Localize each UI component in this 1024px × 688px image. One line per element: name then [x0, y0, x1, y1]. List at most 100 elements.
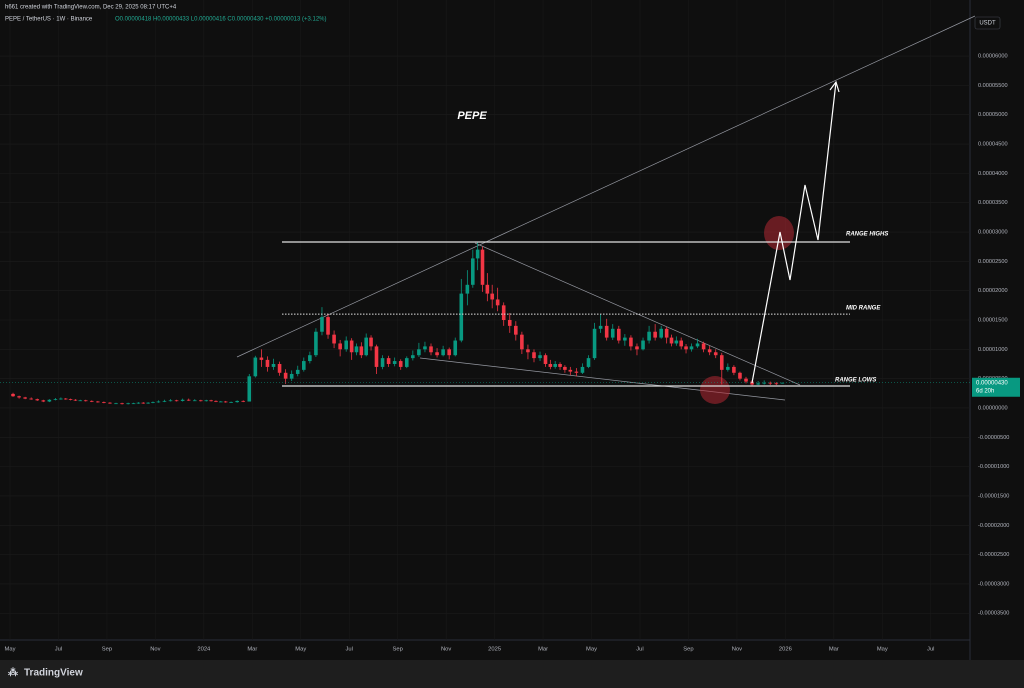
candle-body	[241, 400, 246, 402]
candle-body	[558, 363, 562, 367]
candle-body	[756, 383, 760, 385]
candle-body	[369, 337, 373, 347]
candle-body	[713, 352, 718, 356]
candle-body	[635, 346, 639, 350]
candle-body	[598, 325, 603, 329]
candle-body	[623, 337, 627, 341]
candle-body	[684, 346, 688, 350]
candle-body	[102, 402, 106, 403]
candle-body	[136, 402, 141, 404]
candle-body	[475, 249, 480, 259]
candle-body	[417, 349, 421, 356]
candle-body	[47, 399, 52, 402]
currency-box[interactable]	[974, 16, 1001, 30]
candle-body	[548, 363, 553, 367]
candle-body	[146, 402, 150, 404]
last-price-label: 0.00000430	[976, 380, 1008, 386]
arrow-head	[829, 80, 840, 93]
y-tick-label: -0.00000500	[978, 435, 1009, 441]
projection-arrow	[751, 81, 837, 384]
x-tick-label: 2024	[197, 647, 211, 653]
candle-body	[695, 343, 700, 347]
x-tick-label: May	[586, 647, 597, 653]
candle-body	[380, 358, 385, 367]
candle-body	[162, 400, 167, 402]
candle-body	[604, 325, 609, 338]
y-tick-label: -0.00001000	[978, 464, 1009, 470]
candle-body	[326, 317, 330, 335]
candles	[11, 241, 785, 405]
candle-body	[120, 403, 124, 405]
candle-body	[78, 400, 83, 402]
candle-body	[108, 402, 112, 404]
y-tick-label: -0.00001500	[978, 493, 1009, 499]
candle-body	[344, 340, 349, 350]
candle-body	[209, 400, 213, 402]
candle-body	[349, 340, 354, 353]
y-tick-label: -0.00003500	[978, 611, 1009, 617]
candle-body	[126, 403, 130, 405]
x-tick-label: May	[877, 647, 888, 653]
candle-body	[223, 401, 228, 403]
candle-body	[41, 400, 46, 402]
x-tick-label: Jul	[55, 647, 62, 653]
levels: RANGE HIGHS MID RANGE RANGE LOWS	[282, 232, 888, 387]
candle-body	[768, 382, 773, 384]
candle-body	[11, 393, 15, 397]
candle-body	[659, 328, 664, 338]
level-label: RANGE HIGHS	[846, 232, 888, 238]
candle-body	[259, 357, 264, 360]
logo-mark: ⁂	[8, 667, 18, 679]
candle-body	[114, 403, 118, 405]
candle-body	[553, 363, 557, 367]
candle-body	[354, 346, 359, 353]
y-tick-label: 0.00002500	[978, 259, 1008, 265]
candle-body	[253, 357, 258, 377]
y-tick-label: 0.00003500	[978, 200, 1008, 206]
y-tick-label: 0.00002000	[978, 288, 1008, 294]
candle-body	[538, 355, 542, 359]
candle-body	[180, 399, 185, 401]
x-tick-label: May	[295, 647, 306, 653]
candle-body	[514, 325, 518, 335]
candle-body	[392, 361, 397, 364]
candle-body	[229, 402, 233, 403]
candle-body	[289, 373, 294, 379]
candle-body	[669, 337, 674, 344]
candle-body	[308, 355, 312, 362]
y-tick-label: 0.00000000	[978, 405, 1008, 411]
candle-body	[277, 363, 282, 373]
candle-body	[664, 328, 669, 338]
candle-body	[29, 398, 34, 400]
candle-body	[364, 337, 368, 356]
candle-body	[151, 402, 155, 403]
candle-body	[780, 382, 785, 384]
candle-body	[774, 383, 779, 385]
candle-body	[247, 376, 252, 402]
candle-body	[543, 355, 548, 364]
candle-body	[204, 400, 209, 402]
x-tick-label: Sep	[102, 647, 112, 653]
candle-body	[532, 352, 536, 359]
candle-body	[199, 400, 203, 402]
x-tick-label: May	[5, 647, 16, 653]
currency[interactable]: USDT	[979, 21, 996, 27]
trend-line	[236, 15, 976, 358]
x-tick-label: Nov	[441, 647, 451, 653]
candle-body	[480, 249, 485, 285]
candle-body	[526, 349, 530, 353]
candle-body	[174, 400, 179, 402]
candle-body	[447, 349, 451, 356]
candle-body	[35, 399, 40, 401]
candle-body	[423, 346, 427, 350]
y-tick-label: -0.00002500	[978, 552, 1009, 558]
candle-body	[441, 349, 445, 356]
candle-body	[732, 366, 736, 373]
candle-body	[586, 358, 591, 367]
candle-body	[465, 284, 470, 294]
candle-body	[338, 343, 342, 350]
candle-body	[471, 258, 475, 285]
